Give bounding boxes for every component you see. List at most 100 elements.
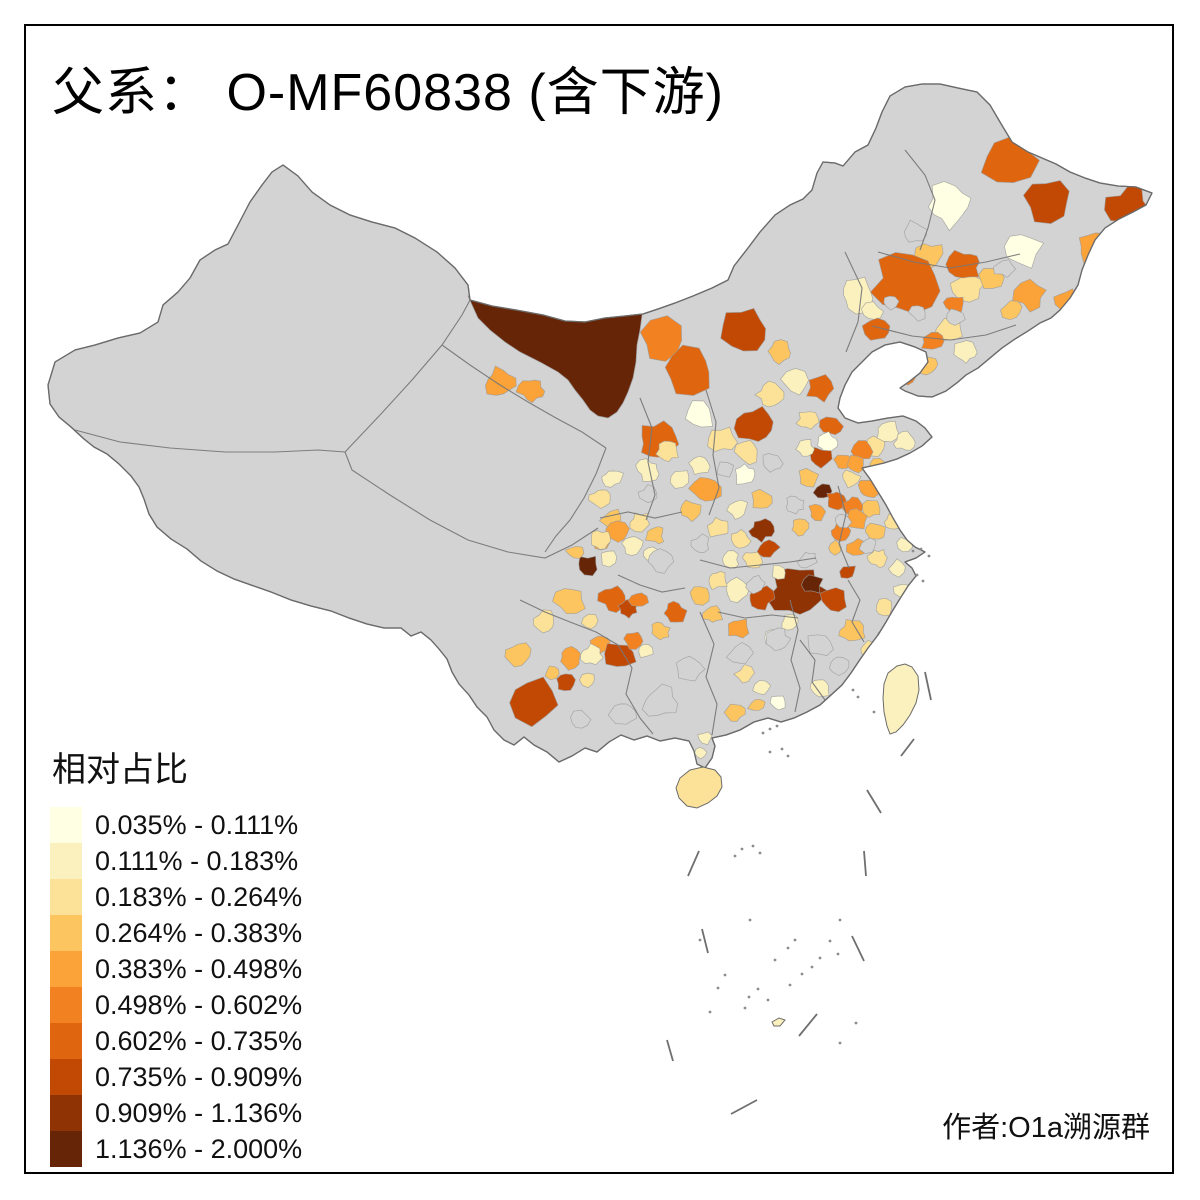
province-border xyxy=(837,485,850,569)
islet-dot xyxy=(756,987,760,991)
sea-dash xyxy=(900,738,915,757)
sea-dash xyxy=(863,850,867,877)
islet-dot xyxy=(828,939,832,943)
islet-dot xyxy=(927,554,931,558)
prefecture-region xyxy=(621,536,644,557)
prefecture-region xyxy=(745,574,766,595)
legend-label: 0.111% - 0.183% xyxy=(95,845,299,876)
prefecture-region xyxy=(663,600,688,623)
prefecture-region xyxy=(515,379,546,404)
prefecture-region xyxy=(851,668,874,698)
islet-dot xyxy=(919,547,923,551)
legend-label: 0.909% - 1.136% xyxy=(95,1097,303,1128)
legend-row: 0.602% - 0.735% xyxy=(50,1023,302,1059)
prefecture-region xyxy=(883,295,900,311)
prefecture-region xyxy=(639,315,682,362)
prefecture-region xyxy=(927,181,972,232)
prefecture-region xyxy=(644,526,665,545)
prefecture-region xyxy=(839,565,856,579)
islet-dot xyxy=(911,549,915,553)
prefecture-region xyxy=(801,574,824,594)
province-border xyxy=(844,251,863,353)
prefecture-region xyxy=(694,746,708,760)
legend-label: 1.136% - 2.000% xyxy=(95,1133,303,1164)
prefecture-region xyxy=(795,439,815,457)
prefecture-region xyxy=(818,416,844,436)
island-scs-islet xyxy=(771,1017,786,1027)
legend-row: 0.264% - 0.383% xyxy=(50,915,302,951)
legend-swatch xyxy=(50,807,82,843)
province-border xyxy=(74,429,346,453)
prefecture-region xyxy=(723,703,746,722)
prefecture-region xyxy=(791,518,810,537)
prefecture-region xyxy=(785,495,805,515)
prefecture-region xyxy=(767,339,791,365)
legend-label: 0.183% - 0.264% xyxy=(95,881,303,912)
prefecture-region xyxy=(635,458,660,482)
prefecture-region xyxy=(748,518,775,544)
province-border xyxy=(705,389,720,516)
islet-dot xyxy=(838,1041,842,1045)
islet-dot xyxy=(793,938,797,942)
prefecture-region xyxy=(846,455,864,474)
prefecture-region xyxy=(556,673,576,691)
sea-dash xyxy=(851,935,865,962)
prefecture-region xyxy=(629,512,651,533)
prefecture-region xyxy=(858,537,877,554)
legend-label: 0.264% - 0.383% xyxy=(95,917,303,948)
sea-dash xyxy=(730,1099,758,1115)
islet-dot xyxy=(716,986,720,990)
islet-dot xyxy=(773,958,777,962)
prefecture-region xyxy=(607,703,637,725)
province-border xyxy=(617,644,654,735)
prefecture-region xyxy=(684,400,714,428)
province-border xyxy=(789,599,801,713)
islet-dot xyxy=(872,710,876,714)
prefecture-region xyxy=(708,570,728,591)
province-border xyxy=(344,451,599,559)
prefecture-region xyxy=(921,331,945,350)
prefecture-region xyxy=(810,679,830,698)
legend-label: 0.035% - 0.111% xyxy=(95,809,299,840)
islet-dot xyxy=(747,995,751,999)
prefecture-region xyxy=(942,296,964,315)
prefecture-region xyxy=(669,470,690,489)
sea-dash xyxy=(666,1039,674,1062)
prefecture-region xyxy=(564,545,585,559)
province-border xyxy=(877,251,1021,269)
prefecture-region xyxy=(831,690,854,709)
prefecture-region xyxy=(980,136,1040,183)
islet-dot xyxy=(854,1021,858,1025)
legend-row: 0.909% - 1.136% xyxy=(50,1095,302,1131)
prefecture-region xyxy=(897,506,915,523)
province-border xyxy=(599,511,683,519)
sea-dash xyxy=(866,789,882,814)
prefecture-region xyxy=(727,618,750,639)
prefecture-region xyxy=(908,473,926,487)
prefecture-region xyxy=(579,672,595,689)
prefecture-region xyxy=(769,695,786,711)
islet-dot xyxy=(708,1010,712,1014)
prefecture-region xyxy=(946,308,966,326)
prefecture-region xyxy=(1012,278,1047,313)
prefecture-region xyxy=(544,665,560,681)
islet-dot xyxy=(733,854,737,858)
legend-swatch xyxy=(50,879,82,915)
province-border xyxy=(639,397,656,521)
prefecture-region xyxy=(875,597,893,617)
island-hainan xyxy=(675,766,723,809)
prefecture-region xyxy=(655,440,679,463)
prefecture-region xyxy=(717,461,735,478)
islet-dot xyxy=(751,844,755,848)
sea-dash xyxy=(687,850,700,877)
province-border xyxy=(617,574,686,593)
prefecture-region xyxy=(580,613,599,630)
prefecture-region xyxy=(1004,234,1045,269)
prefecture-region xyxy=(875,420,899,443)
islet-dot xyxy=(786,946,790,950)
islet-dot xyxy=(780,747,784,751)
prefecture-region xyxy=(765,627,792,652)
legend-row: 0.035% - 0.111% xyxy=(50,807,302,843)
islet-dot xyxy=(786,754,790,758)
